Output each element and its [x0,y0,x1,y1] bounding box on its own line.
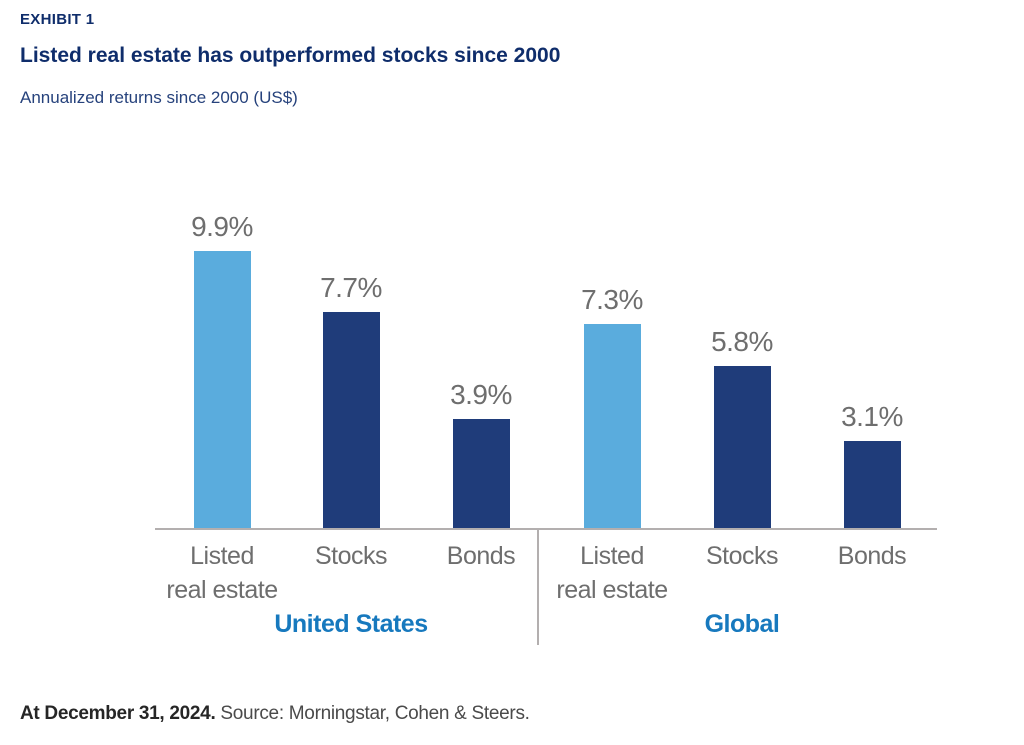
group-label-global: Global [704,610,780,638]
value-label-global-listed-real-estate: 7.3% [581,284,643,315]
value-label-us-listed-real-estate: 9.9% [191,211,253,242]
footnote: At December 31, 2024. Source: Morningsta… [20,703,530,725]
value-label-global-bonds: 3.1% [841,401,903,432]
bar-us-listed-real-estate [193,251,251,528]
value-label-global-stocks: 5.8% [711,326,773,357]
bar-global-listed-real-estate [583,324,641,528]
bar-us-bonds [452,419,510,528]
footnote-source: Source: Morningstar, Cohen & Steers. [220,703,530,724]
exhibit-label: EXHIBIT 1 [20,11,95,28]
category-label-global-stocks: Stocks [705,542,779,570]
x-axis-line [155,528,937,530]
category-label-us-bonds: Bonds [446,542,516,570]
category-label-global-bonds: Bonds [837,542,907,570]
footnote-date: At December 31, 2024. [20,703,216,724]
bar-global-bonds [843,441,901,528]
category-label-global-listed-real-estate: Listed real estate [556,542,668,604]
category-label-us-stocks: Stocks [314,542,388,570]
group-divider-line [537,528,539,645]
chart-subtitle: Annualized returns since 2000 (US$) [20,88,298,107]
chart-title: Listed real estate has outperformed stoc… [20,44,561,67]
bar-us-stocks [322,312,380,528]
group-label-united-states: United States [274,610,428,638]
value-label-us-stocks: 7.7% [320,272,382,303]
value-label-us-bonds: 3.9% [450,379,512,410]
category-label-us-listed-real-estate: Listed real estate [166,542,278,604]
bar-global-stocks [713,366,771,528]
